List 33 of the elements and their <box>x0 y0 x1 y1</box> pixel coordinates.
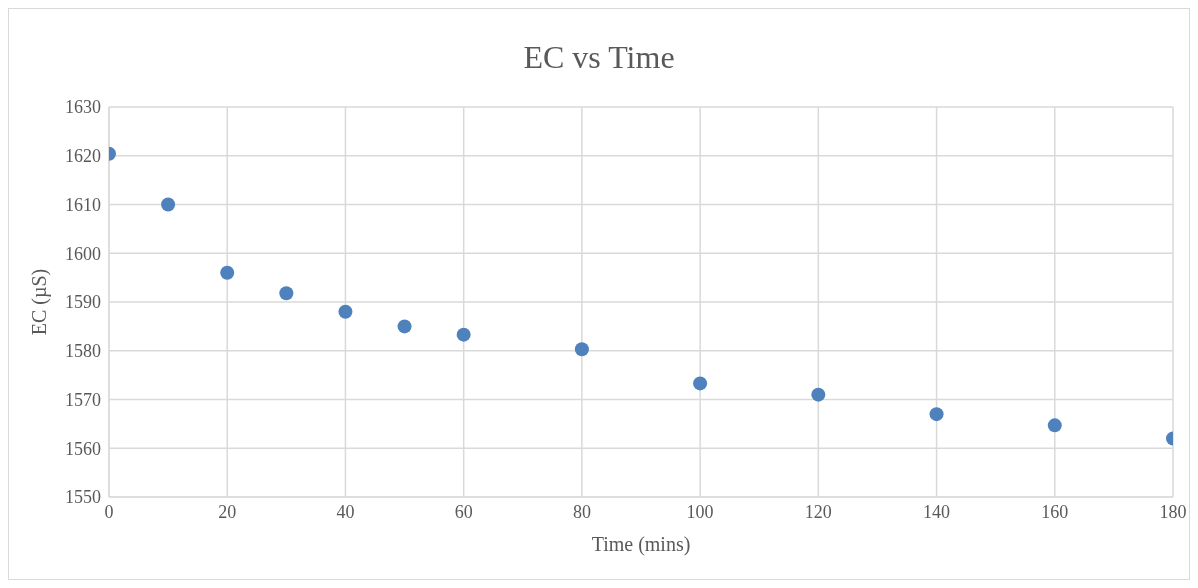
point <box>574 342 589 357</box>
point <box>220 265 235 280</box>
x-tick-label: 180 <box>1159 501 1187 522</box>
y-tick-label: 1600 <box>65 243 101 264</box>
point <box>929 407 944 422</box>
x-tick-label: 140 <box>923 501 951 522</box>
y-axis-title: EC (µS) <box>28 268 52 336</box>
point <box>161 197 176 212</box>
x-tick-label: 40 <box>336 501 355 522</box>
y-tick-label: 1580 <box>65 341 101 362</box>
x-axis-title: Time (mins) <box>591 533 691 556</box>
y-tick-label: 1620 <box>65 146 101 167</box>
point <box>1047 418 1062 433</box>
x-tick-label: 120 <box>804 501 832 522</box>
point <box>456 327 471 342</box>
y-tick-label: 1560 <box>65 438 101 459</box>
point <box>397 319 412 334</box>
point <box>811 387 826 402</box>
y-tick-label: 1590 <box>65 292 101 313</box>
point <box>693 376 708 391</box>
x-tick-label: 0 <box>104 501 114 522</box>
chart-title: EC vs Time <box>522 38 676 77</box>
point <box>279 286 294 301</box>
x-tick-label: 80 <box>572 501 591 522</box>
x-tick-label: 20 <box>218 501 237 522</box>
y-tick-label: 1550 <box>65 487 101 508</box>
x-tick-label: 60 <box>454 501 473 522</box>
y-tick-label: 1630 <box>65 97 101 118</box>
x-tick-label: 160 <box>1041 501 1069 522</box>
x-tick-label: 100 <box>686 501 714 522</box>
point <box>338 304 353 319</box>
y-tick-label: 1570 <box>65 389 101 410</box>
y-tick-label: 1610 <box>65 194 101 215</box>
